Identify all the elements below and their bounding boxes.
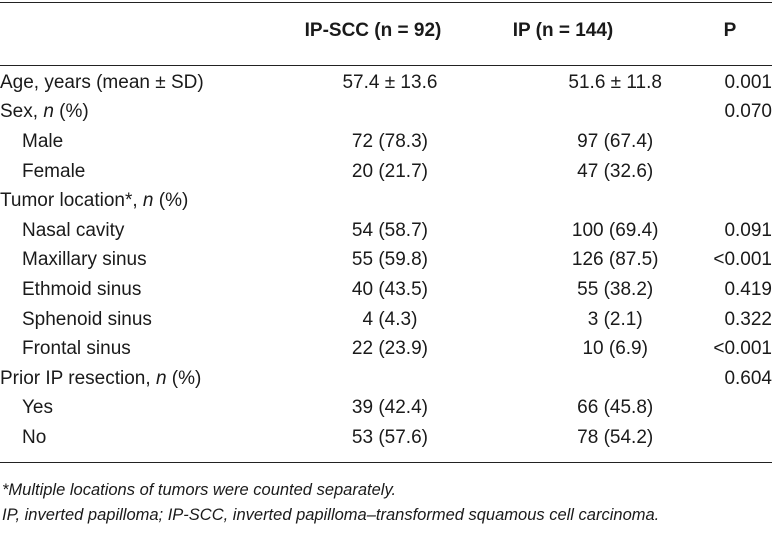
cell-ipscc: 54 (58.7) <box>351 219 428 241</box>
row-label: Ethmoid sinus <box>22 278 142 300</box>
table-row: Sex, n (%) 0.070 <box>0 98 772 128</box>
cell-ipscc <box>263 98 517 128</box>
table-row: Tumor location*, n (%) <box>0 186 772 216</box>
cell-p-value: 0.604 <box>724 367 772 389</box>
cell-p-value: 0.070 <box>724 101 772 123</box>
cell-p-value: 0.419 <box>724 278 772 300</box>
row-label: Yes <box>22 397 53 419</box>
table-row: Prior IP resection, n (%) 0.604 <box>0 364 772 394</box>
cell-ip: 47 (32.6) <box>577 160 654 182</box>
cell-p-value <box>713 423 772 453</box>
table-header-row: IP-SCC (n = 92) IP (n = 144) P <box>0 14 772 50</box>
cell-ip: 66 (45.8) <box>577 397 654 419</box>
cell-ipscc <box>263 364 517 394</box>
cell-ip: 51.6 ± 11.8 <box>568 71 662 93</box>
table-row: Female 20 (21.7) 47 (32.6) <box>0 157 772 187</box>
row-label: Nasal cavity <box>22 219 125 241</box>
cell-p-value <box>713 394 772 424</box>
row-label: Maxillary sinus <box>22 249 147 271</box>
cell-ipscc: 72 (78.3) <box>351 130 428 152</box>
table-row: Frontal sinus 22 (23.9) 10 (6.9) <0.001 <box>0 334 772 364</box>
cell-p-value <box>713 157 772 187</box>
cell-p-value <box>713 186 772 216</box>
row-label: Age, years (mean ± SD) <box>0 71 204 93</box>
table-footnotes: *Multiple locations of tumors were count… <box>2 478 770 528</box>
table-bottom-rule <box>0 462 772 463</box>
characteristics-table: Age, years (mean ± SD) 57.4 ± 13.6 51.6 ± … <box>0 68 772 453</box>
cell-p-value: 0.001 <box>724 71 772 93</box>
cell-ip: 97 (67.4) <box>577 130 654 152</box>
cell-ipscc: 22 (23.9) <box>351 338 428 360</box>
row-label: Prior IP resection, n (%) <box>0 367 202 389</box>
cell-ip <box>517 186 713 216</box>
cell-ip: 78 (54.2) <box>577 426 654 448</box>
header-ip: IP (n = 144) <box>512 20 614 41</box>
footnote-multiple-locations: *Multiple locations of tumors were count… <box>2 481 397 499</box>
cell-p-value <box>713 127 772 157</box>
table-body: Age, years (mean ± SD) 57.4 ± 13.6 51.6 ± … <box>0 68 772 453</box>
cell-ipscc: 57.4 ± 13.6 <box>342 71 438 93</box>
cell-p-value: <0.001 <box>713 338 772 360</box>
cell-ip: 126 (87.5) <box>571 249 659 271</box>
cell-ipscc: 20 (21.7) <box>351 160 428 182</box>
row-label: Male <box>22 130 64 152</box>
cell-ipscc: 55 (59.8) <box>351 249 428 271</box>
table-row: No 53 (57.6) 78 (54.2) <box>0 423 772 453</box>
table-row: Nasal cavity 54 (58.7) 100 (69.4) 0.091 <box>0 216 772 246</box>
table-row: Maxillary sinus 55 (59.8) 126 (87.5) <0.001 <box>0 246 772 276</box>
header-ipscc: IP-SCC (n = 92) <box>304 20 442 41</box>
cell-ip: 100 (69.4) <box>571 219 659 241</box>
cell-ipscc: 53 (57.6) <box>351 426 428 448</box>
row-label: Sex, n (%) <box>0 101 89 123</box>
table-header-rule <box>0 65 772 66</box>
row-label: No <box>22 426 47 448</box>
cell-p-value: <0.001 <box>713 249 772 271</box>
cell-ipscc: 39 (42.4) <box>351 397 428 419</box>
table-row: Sphenoid sinus 4 (4.3) 3 (2.1) 0.322 <box>0 305 772 335</box>
cell-ipscc <box>263 186 517 216</box>
footnote-abbreviations: IP, inverted papilloma; IP-SCC, inverted… <box>2 506 660 524</box>
table-row: Age, years (mean ± SD) 57.4 ± 13.6 51.6 ± … <box>0 68 772 98</box>
cell-ipscc: 4 (4.3) <box>362 308 418 330</box>
header-p-value: P <box>723 20 737 41</box>
table-row: Ethmoid sinus 40 (43.5) 55 (38.2) 0.419 <box>0 275 772 305</box>
cell-ip <box>517 364 713 394</box>
table-row: Yes 39 (42.4) 66 (45.8) <box>0 394 772 424</box>
cell-ip: 3 (2.1) <box>587 308 643 330</box>
row-label: Tumor location*, n (%) <box>0 190 189 212</box>
cell-p-value: 0.091 <box>724 219 772 241</box>
cell-ip: 10 (6.9) <box>582 338 648 360</box>
cell-p-value: 0.322 <box>724 308 772 330</box>
row-label: Female <box>22 160 86 182</box>
row-label: Sphenoid sinus <box>22 308 152 330</box>
table-top-rule <box>0 2 772 3</box>
cell-ip <box>517 98 713 128</box>
cell-ipscc: 40 (43.5) <box>351 278 428 300</box>
cell-ip: 55 (38.2) <box>577 278 654 300</box>
table-row: Male 72 (78.3) 97 (67.4) <box>0 127 772 157</box>
row-label: Frontal sinus <box>22 338 131 360</box>
